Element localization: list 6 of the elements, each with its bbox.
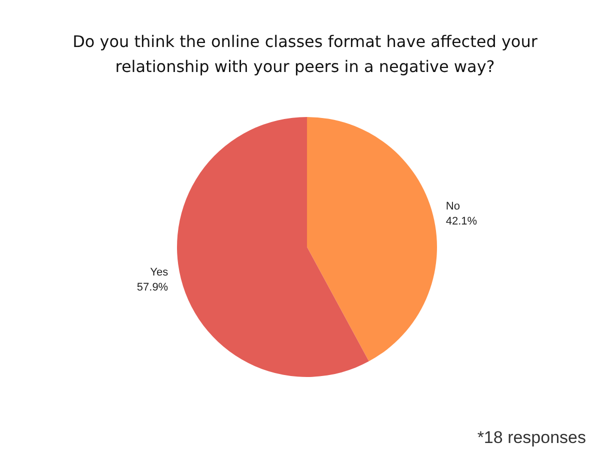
text: *18 responses [477,428,586,447]
chart-title: Do you think the online classes format have affected your relationship with your peers in a negative way? [72,32,538,76]
slice-label: No [446,200,460,213]
data-label: 42.1% [446,216,478,228]
data-label: 57.9% [136,281,168,294]
slice-label: Yes [150,266,169,278]
